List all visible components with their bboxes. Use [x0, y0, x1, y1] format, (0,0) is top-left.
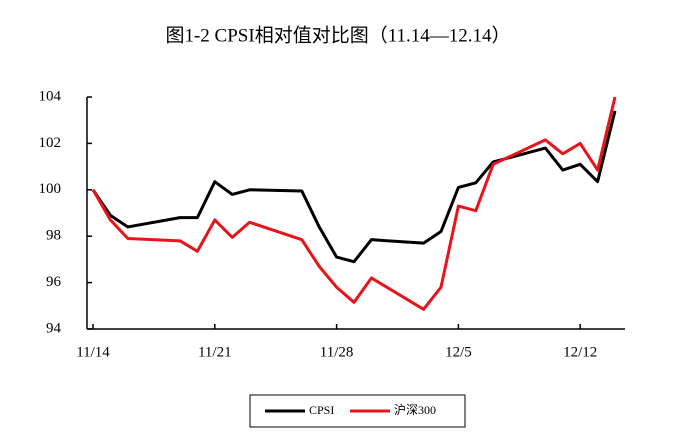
- x-tick-label: 11/28: [320, 344, 354, 360]
- x-tick-label: 12/5: [445, 344, 472, 360]
- y-tick-label: 94: [46, 320, 62, 336]
- y-tick-label: 100: [39, 181, 62, 197]
- series-line: [91, 110, 617, 264]
- x-tick-label: 12/12: [563, 344, 597, 360]
- series-line: [91, 97, 617, 311]
- legend-label: CPSI: [309, 403, 334, 417]
- legend-box: [249, 394, 466, 428]
- y-tick-label: 104: [39, 88, 62, 104]
- legend-label: 沪深300: [394, 403, 436, 417]
- x-tick-label: 11/14: [76, 344, 110, 360]
- x-tick-label: 11/21: [198, 344, 232, 360]
- y-tick-label: 98: [46, 228, 61, 244]
- y-tick-label: 96: [46, 274, 62, 290]
- chart-title: 图1-2 CPSI相对值对比图（11.14—12.14）: [165, 24, 510, 46]
- y-tick-label: 102: [39, 135, 62, 151]
